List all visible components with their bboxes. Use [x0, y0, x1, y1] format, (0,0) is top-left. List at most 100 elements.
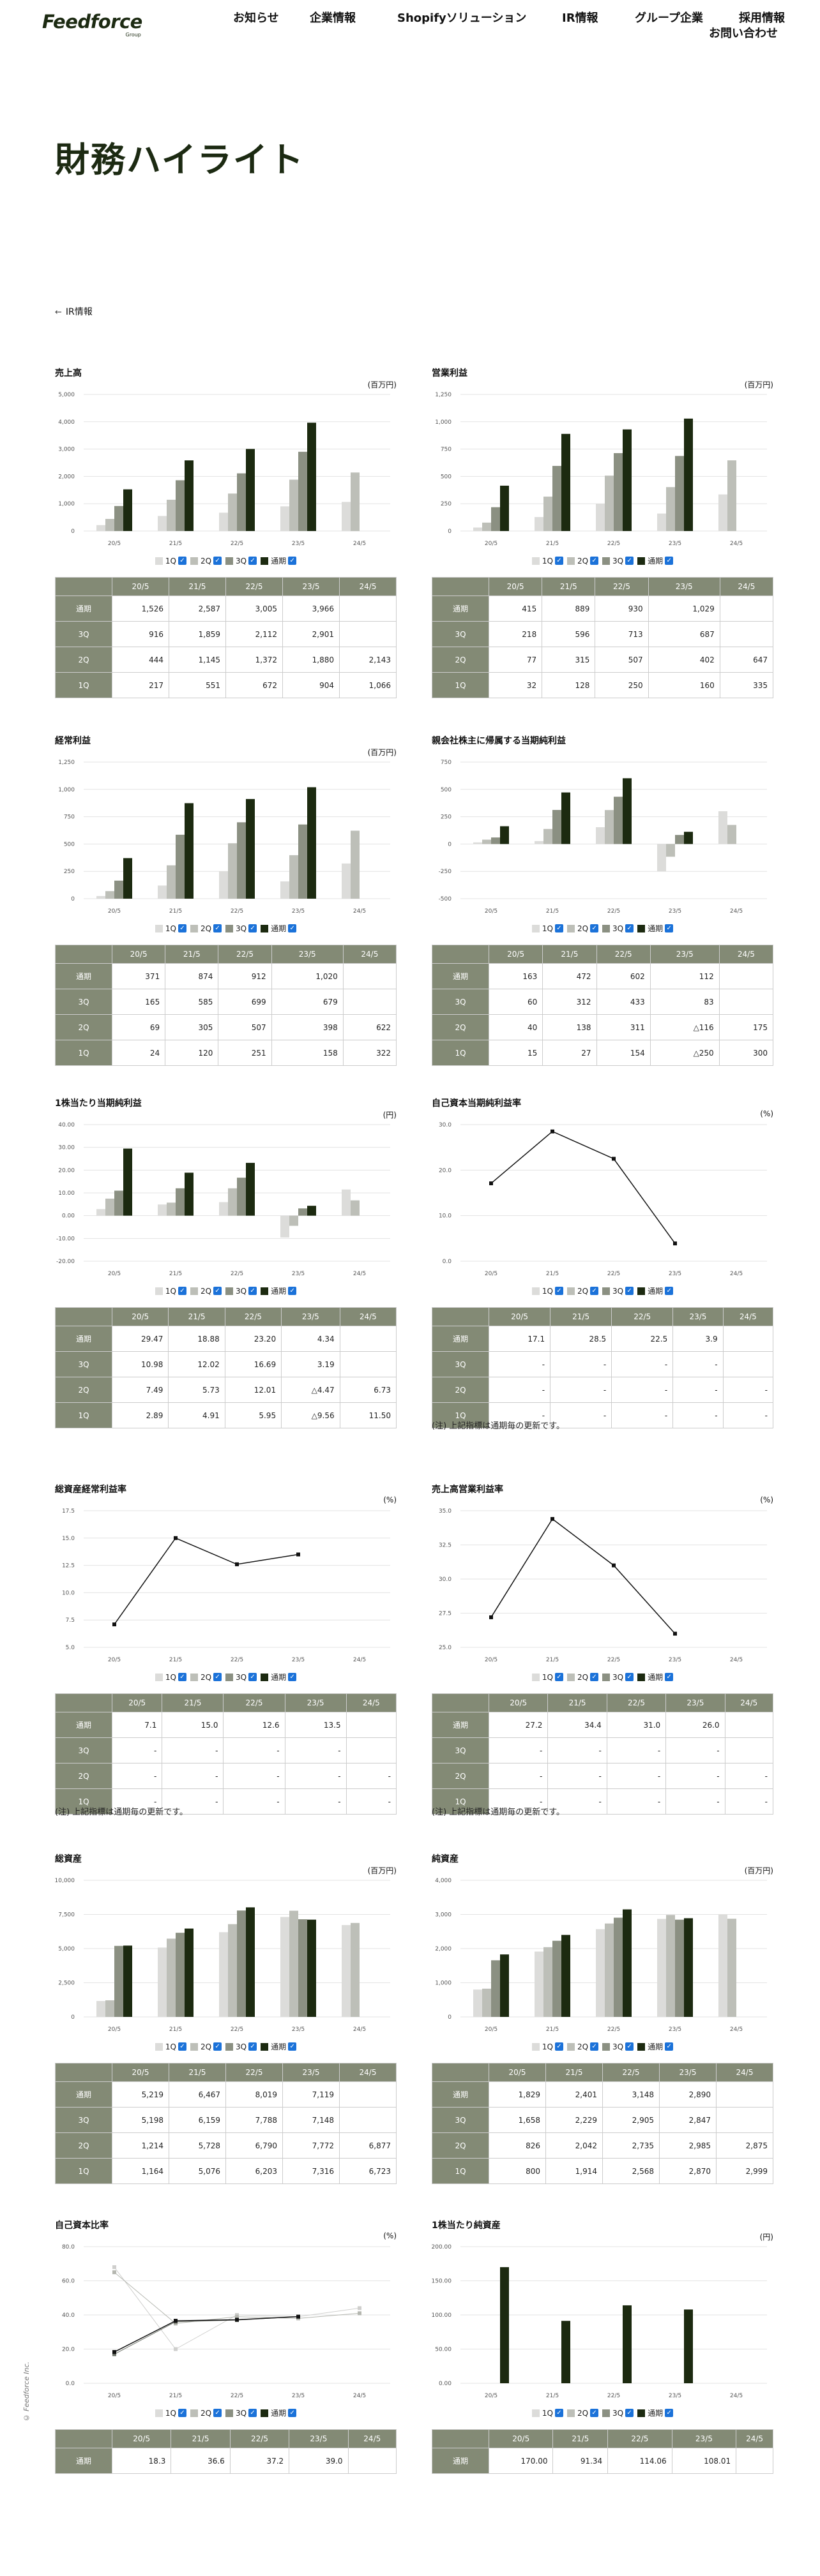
checkbox-icon[interactable]: ✓: [213, 924, 222, 932]
checkbox-icon[interactable]: ✓: [248, 2409, 257, 2417]
legend-item[interactable]: 3Q ✓: [225, 924, 257, 933]
legend-item[interactable]: 1Q ✓: [155, 1287, 186, 1296]
checkbox-icon[interactable]: ✓: [248, 557, 257, 565]
checkbox-icon[interactable]: ✓: [665, 1673, 674, 1681]
legend-item[interactable]: 2Q ✓: [190, 1673, 222, 1682]
checkbox-icon[interactable]: ✓: [248, 1287, 257, 1295]
legend-item[interactable]: 2Q ✓: [566, 2409, 599, 2418]
checkbox-icon[interactable]: ✓: [178, 557, 186, 565]
checkbox-icon[interactable]: ✓: [213, 2042, 222, 2051]
checkbox-icon[interactable]: ✓: [625, 1673, 634, 1681]
checkbox-icon[interactable]: ✓: [213, 557, 222, 565]
legend-item[interactable]: 通期 ✓: [637, 1285, 674, 1296]
legend-item[interactable]: 2Q ✓: [190, 924, 222, 933]
legend-item[interactable]: 1Q ✓: [531, 557, 563, 565]
legend-item[interactable]: 通期 ✓: [261, 1285, 297, 1296]
legend-item[interactable]: 1Q ✓: [531, 2409, 563, 2418]
legend-item[interactable]: 3Q ✓: [225, 557, 257, 565]
checkbox-icon[interactable]: ✓: [625, 1287, 634, 1295]
legend-item[interactable]: 1Q ✓: [531, 1287, 563, 1296]
legend-item[interactable]: 3Q ✓: [602, 557, 634, 565]
checkbox-icon[interactable]: ✓: [288, 1673, 297, 1681]
legend-item[interactable]: 2Q ✓: [566, 2042, 599, 2051]
checkbox-icon[interactable]: ✓: [178, 2409, 186, 2417]
checkbox-icon[interactable]: ✓: [178, 924, 186, 932]
legend-item[interactable]: 通期 ✓: [261, 2041, 297, 2052]
checkbox-icon[interactable]: ✓: [178, 1287, 186, 1295]
legend-item[interactable]: 3Q ✓: [602, 1673, 634, 1682]
legend-item[interactable]: 2Q ✓: [190, 2042, 222, 2051]
checkbox-icon[interactable]: ✓: [288, 2042, 297, 2051]
checkbox-icon[interactable]: ✓: [590, 1673, 599, 1681]
legend-item[interactable]: 2Q ✓: [566, 1287, 599, 1296]
back-link[interactable]: ← IR情報: [55, 305, 93, 318]
nav-group[interactable]: グループ企業: [635, 11, 703, 25]
checkbox-icon[interactable]: ✓: [288, 2409, 297, 2417]
legend-item[interactable]: 2Q ✓: [190, 557, 222, 565]
nav-news[interactable]: お知らせ: [233, 11, 279, 25]
legend-item[interactable]: 3Q ✓: [225, 1287, 257, 1296]
legend-item[interactable]: 3Q ✓: [602, 2409, 634, 2418]
checkbox-icon[interactable]: ✓: [554, 2042, 563, 2051]
checkbox-icon[interactable]: ✓: [213, 1287, 222, 1295]
legend-item[interactable]: 通期 ✓: [261, 923, 297, 934]
checkbox-icon[interactable]: ✓: [590, 1287, 599, 1295]
legend-item[interactable]: 通期 ✓: [261, 2408, 297, 2418]
legend-item[interactable]: 3Q ✓: [225, 2042, 257, 2051]
legend-item[interactable]: 1Q ✓: [155, 557, 186, 565]
legend-item[interactable]: 1Q ✓: [531, 2042, 563, 2051]
checkbox-icon[interactable]: ✓: [590, 2409, 599, 2417]
nav-contact[interactable]: お問い合わせ: [709, 27, 778, 40]
legend-item[interactable]: 2Q ✓: [190, 2409, 222, 2418]
checkbox-icon[interactable]: ✓: [665, 2409, 674, 2417]
checkbox-icon[interactable]: ✓: [665, 557, 674, 565]
legend-item[interactable]: 3Q ✓: [225, 2409, 257, 2418]
checkbox-icon[interactable]: ✓: [178, 1673, 186, 1681]
checkbox-icon[interactable]: ✓: [248, 924, 257, 932]
checkbox-icon[interactable]: ✓: [665, 1287, 674, 1295]
legend-item[interactable]: 1Q ✓: [531, 924, 563, 933]
nav-ir[interactable]: IR情報: [562, 11, 598, 25]
checkbox-icon[interactable]: ✓: [213, 1673, 222, 1681]
legend-item[interactable]: 2Q ✓: [190, 1287, 222, 1296]
checkbox-icon[interactable]: ✓: [625, 2042, 634, 2051]
legend-item[interactable]: 通期 ✓: [637, 923, 674, 934]
legend-item[interactable]: 1Q ✓: [155, 924, 186, 933]
legend-item[interactable]: 通期 ✓: [637, 1672, 674, 1682]
checkbox-icon[interactable]: ✓: [213, 2409, 222, 2417]
legend-item[interactable]: 通期 ✓: [637, 2408, 674, 2418]
legend-item[interactable]: 3Q ✓: [602, 924, 634, 933]
legend-item[interactable]: 2Q ✓: [566, 557, 599, 565]
checkbox-icon[interactable]: ✓: [178, 2042, 186, 2051]
legend-item[interactable]: 通期 ✓: [637, 555, 674, 566]
checkbox-icon[interactable]: ✓: [288, 557, 297, 565]
nav-shopify[interactable]: Shopifyソリューション: [397, 11, 527, 25]
checkbox-icon[interactable]: ✓: [665, 924, 674, 932]
checkbox-icon[interactable]: ✓: [248, 1673, 257, 1681]
checkbox-icon[interactable]: ✓: [554, 924, 563, 932]
checkbox-icon[interactable]: ✓: [625, 557, 634, 565]
checkbox-icon[interactable]: ✓: [288, 1287, 297, 1295]
legend-item[interactable]: 1Q ✓: [155, 2409, 186, 2418]
checkbox-icon[interactable]: ✓: [590, 557, 599, 565]
legend-item[interactable]: 通期 ✓: [261, 555, 297, 566]
checkbox-icon[interactable]: ✓: [288, 924, 297, 932]
checkbox-icon[interactable]: ✓: [625, 2409, 634, 2417]
checkbox-icon[interactable]: ✓: [665, 2042, 674, 2051]
legend-item[interactable]: 1Q ✓: [155, 2042, 186, 2051]
legend-item[interactable]: 3Q ✓: [602, 1287, 634, 1296]
checkbox-icon[interactable]: ✓: [625, 924, 634, 932]
checkbox-icon[interactable]: ✓: [590, 2042, 599, 2051]
legend-item[interactable]: 1Q ✓: [531, 1673, 563, 1682]
checkbox-icon[interactable]: ✓: [554, 1673, 563, 1681]
nav-company[interactable]: 企業情報: [310, 11, 356, 25]
checkbox-icon[interactable]: ✓: [554, 2409, 563, 2417]
nav-recruit[interactable]: 採用情報: [739, 11, 785, 25]
logo[interactable]: Feedforce Group: [42, 11, 142, 38]
legend-item[interactable]: 3Q ✓: [225, 1673, 257, 1682]
checkbox-icon[interactable]: ✓: [554, 1287, 563, 1295]
legend-item[interactable]: 通期 ✓: [637, 2041, 674, 2052]
checkbox-icon[interactable]: ✓: [554, 557, 563, 565]
checkbox-icon[interactable]: ✓: [590, 924, 599, 932]
checkbox-icon[interactable]: ✓: [248, 2042, 257, 2051]
